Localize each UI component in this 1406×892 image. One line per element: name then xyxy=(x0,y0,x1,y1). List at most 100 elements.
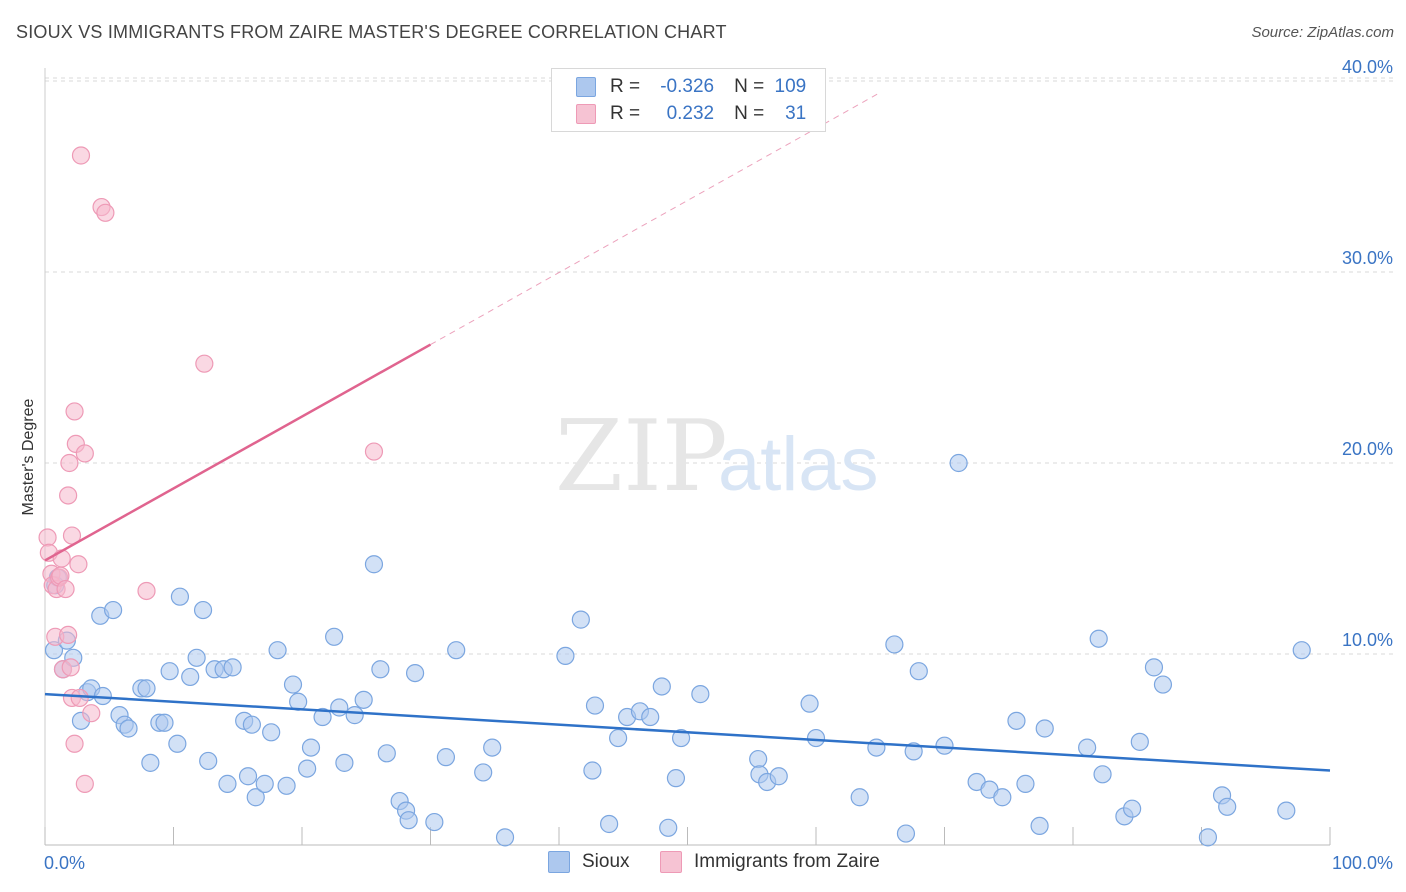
sioux-point xyxy=(155,713,174,732)
sioux-point xyxy=(1153,675,1173,694)
sioux-point xyxy=(600,814,619,834)
sioux-point xyxy=(354,690,373,709)
sioux-point xyxy=(399,811,418,830)
watermark: ZIP atlas xyxy=(555,400,879,514)
zaire-point xyxy=(75,444,94,463)
sioux-point xyxy=(330,698,349,717)
y-tick-label: 10.0% xyxy=(1342,630,1393,650)
zaire-trend-extension xyxy=(430,92,881,346)
legend-r-value: 0.232 xyxy=(666,103,715,124)
sioux-point xyxy=(301,738,321,757)
sioux-point xyxy=(193,600,213,620)
sioux-point xyxy=(262,723,281,742)
chart-title: SIOUX VS IMMIGRANTS FROM ZAIRE MASTER'S … xyxy=(16,22,727,42)
tick-labels: 10.0% 20.0% 30.0% 40.0% 0.0% 100.0% xyxy=(44,57,1393,873)
sioux-point xyxy=(325,627,344,646)
sioux-point xyxy=(1292,641,1311,660)
sioux-point xyxy=(583,761,602,780)
sioux-point xyxy=(885,635,904,654)
sioux-point xyxy=(255,774,274,793)
zaire-point xyxy=(65,402,84,421)
sioux-point xyxy=(896,824,916,843)
sioux-point xyxy=(800,694,819,713)
sioux-point xyxy=(364,555,384,574)
x-tick-label-min: 0.0% xyxy=(44,853,85,873)
sioux-point xyxy=(277,776,296,795)
sioux-point xyxy=(223,658,242,677)
sioux-swatch xyxy=(576,77,596,97)
zaire-point xyxy=(70,688,89,708)
sioux-point xyxy=(1093,765,1112,784)
sioux-point xyxy=(609,728,628,748)
sioux-point xyxy=(199,751,218,771)
zaire-point xyxy=(96,203,115,222)
x-tick-label-max: 100.0% xyxy=(1332,853,1393,873)
sioux-point xyxy=(405,663,425,683)
sioux-point xyxy=(218,774,237,793)
grid-lines xyxy=(45,77,1395,655)
sioux-point xyxy=(1144,658,1164,677)
sioux-point xyxy=(137,679,156,698)
sioux-point xyxy=(436,748,456,767)
sioux-point xyxy=(298,759,317,778)
sioux-legend-label: Sioux xyxy=(582,851,630,872)
sioux-point xyxy=(268,641,287,660)
sioux-point xyxy=(377,744,396,763)
watermark-zip: ZIP xyxy=(555,400,728,514)
bottom-legend-zaire: Immigrants from Zaire xyxy=(660,851,880,873)
trend-lines xyxy=(44,92,1331,772)
sioux-point xyxy=(1007,711,1026,730)
sioux-point xyxy=(238,767,258,786)
sioux-point xyxy=(242,715,261,734)
legend-n-label: N = xyxy=(734,103,765,124)
sioux-point xyxy=(283,675,303,694)
sioux-point xyxy=(1030,816,1049,836)
sioux-point xyxy=(170,587,190,606)
zaire-trend-line xyxy=(44,343,432,562)
y-tick-label: 20.0% xyxy=(1342,439,1393,459)
sioux-point xyxy=(671,728,691,748)
sioux-point xyxy=(335,753,354,772)
sioux-point xyxy=(666,769,686,788)
sioux-point xyxy=(641,707,660,727)
sioux-point xyxy=(993,788,1012,807)
y-tick-label: 40.0% xyxy=(1342,57,1393,77)
sioux-point xyxy=(483,738,502,757)
sioux-point xyxy=(691,685,710,704)
sioux-point xyxy=(246,788,265,807)
sioux-point xyxy=(571,610,590,629)
sioux-point xyxy=(425,812,444,832)
zaire-point xyxy=(38,528,57,547)
sioux-point xyxy=(447,641,466,660)
sioux-point xyxy=(104,600,123,620)
sioux-point xyxy=(949,453,968,473)
legend-n-value: 31 xyxy=(785,103,807,124)
zaire-point xyxy=(59,625,78,645)
correlation-legend: R = -0.326 N = 109 R = 0.232 N = 31 xyxy=(551,68,826,132)
sioux-point xyxy=(652,677,671,696)
sioux-point xyxy=(495,828,515,847)
sioux-point xyxy=(867,738,886,757)
sioux-point xyxy=(659,818,678,837)
sioux-point xyxy=(1130,732,1149,751)
source-credit: Source: ZipAtlas.com xyxy=(1251,24,1394,41)
sioux-point xyxy=(1016,774,1035,793)
legend-row-zaire: R = 0.232 N = 31 xyxy=(576,102,806,126)
zaire-point xyxy=(75,774,94,793)
sioux-point xyxy=(769,767,788,786)
legend-r-value: -0.326 xyxy=(660,76,715,97)
y-tick-label: 30.0% xyxy=(1342,248,1393,268)
zaire-legend-swatch xyxy=(660,851,682,873)
sioux-point xyxy=(187,648,206,667)
sioux-point xyxy=(119,719,138,738)
zaire-point xyxy=(60,453,79,473)
sioux-point xyxy=(1078,738,1097,757)
zaire-point xyxy=(82,704,101,723)
sioux-point xyxy=(935,736,954,755)
sioux-point xyxy=(1035,719,1054,738)
bottom-legend-sioux: Sioux xyxy=(548,851,630,873)
sioux-point xyxy=(371,660,390,679)
sioux-point xyxy=(850,788,869,807)
sioux-point xyxy=(141,753,160,772)
watermark-atlas: atlas xyxy=(718,422,879,507)
